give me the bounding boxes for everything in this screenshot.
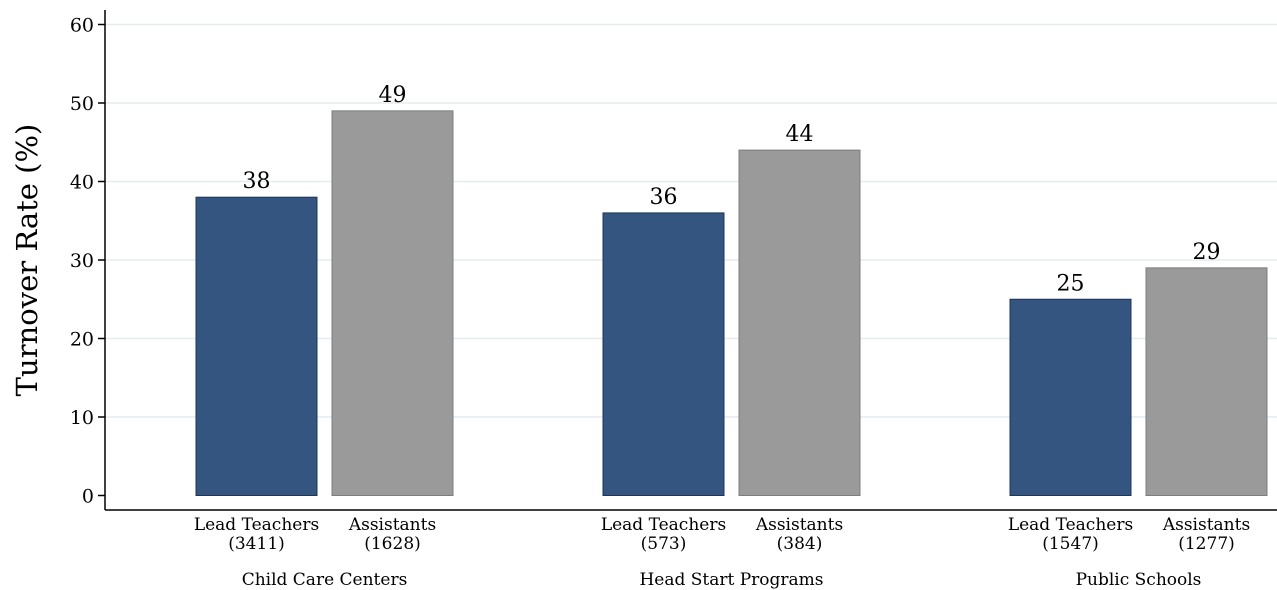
group-label: Public Schools (1076, 570, 1202, 590)
x-tick-label: Assistants (348, 515, 436, 535)
x-tick-sample-size: (1628) (364, 534, 421, 554)
bar-assistants (1145, 267, 1268, 496)
y-tick-label: 30 (70, 250, 94, 272)
x-tick-sample-size: (1547) (1042, 534, 1099, 554)
bar-value-label: 49 (379, 83, 407, 108)
bar-value-label: 36 (650, 185, 678, 210)
x-tick-sample-size: (384) (777, 534, 823, 554)
x-tick-label: Assistants (1162, 515, 1250, 535)
y-ticks: 0 10 20 30 40 50 60 (70, 15, 105, 508)
bar-value-label: 25 (1057, 271, 1085, 296)
x-tick-sample-size: (3411) (228, 534, 285, 554)
y-tick-label: 10 (70, 407, 94, 429)
x-tick-sample-size: (573) (641, 534, 687, 554)
x-tick-label: Lead Teachers (1008, 515, 1133, 535)
y-tick-label: 50 (70, 93, 94, 115)
bars (195, 110, 1268, 496)
y-tick-label: 60 (70, 15, 94, 37)
x-tick-sample-size: (1277) (1178, 534, 1235, 554)
y-tick-label: 20 (70, 329, 94, 351)
bar-value-label: 38 (243, 169, 271, 194)
bar-value-label: 44 (786, 122, 814, 147)
x-tick-label: Lead Teachers (601, 515, 726, 535)
x-tick-label: Lead Teachers (194, 515, 319, 535)
bar-lead-teachers (602, 212, 725, 496)
y-tick-label: 0 (82, 486, 94, 508)
bar-lead-teachers (1009, 298, 1132, 496)
bar-value-label: 29 (1193, 240, 1221, 265)
group-label: Head Start Programs (639, 570, 823, 590)
x-tick-label: Assistants (755, 515, 843, 535)
bar-assistants (331, 110, 454, 496)
y-axis-title: Turnover Rate (%) (10, 124, 44, 397)
bar-assistants (738, 149, 861, 496)
group-label: Child Care Centers (242, 570, 408, 590)
y-tick-label: 40 (70, 172, 94, 194)
bar-lead-teachers (195, 196, 318, 496)
